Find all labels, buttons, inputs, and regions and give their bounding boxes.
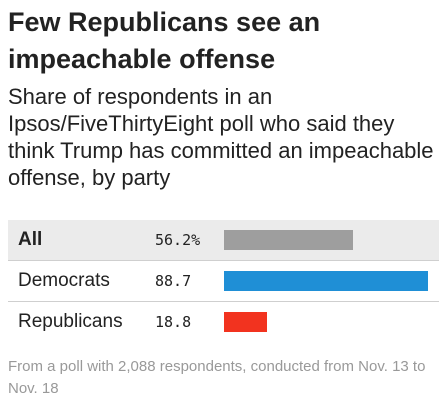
bar-all	[224, 230, 353, 250]
chart-footnote: From a poll with 2,088 respondents, cond…	[8, 358, 426, 397]
value-label: 56.2%	[155, 231, 201, 249]
category-label: Republicans	[18, 311, 123, 332]
bar-chart: All 56.2% Democrats 88.7 Republicans 18.8	[8, 220, 439, 341]
bar-row-democrats: Democrats 88.7	[8, 261, 439, 301]
row-divider	[8, 260, 439, 261]
row-divider	[8, 301, 439, 302]
bar-row-all: All 56.2%	[8, 220, 439, 260]
bar-republicans	[224, 312, 267, 332]
value-label: 18.8	[155, 313, 192, 331]
chart-title: Few Republicans see an impeachable offen…	[8, 7, 321, 74]
value-label: 88.7	[155, 272, 192, 290]
bar-row-republicans: Republicans 18.8	[8, 302, 439, 342]
category-label: Democrats	[18, 270, 110, 291]
category-label: All	[18, 229, 43, 250]
chart-subtitle: Share of respondents in an Ipsos/FiveThi…	[8, 84, 434, 190]
bar-democrats	[224, 271, 428, 291]
